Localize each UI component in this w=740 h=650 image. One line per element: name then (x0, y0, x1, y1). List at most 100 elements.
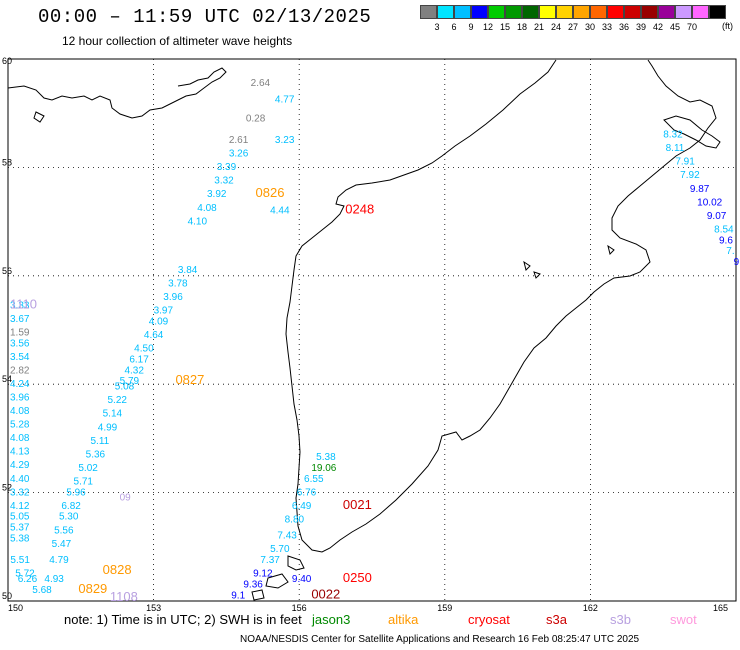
wave-height-label: 4.64 (144, 330, 164, 341)
wave-height-label: 9.40 (292, 574, 312, 585)
wave-height-label: 8.80 (285, 514, 305, 525)
longitude-tick-label: 165 (713, 603, 728, 613)
wave-height-label: 6.76 (297, 487, 317, 498)
wave-height-label: 3.39 (217, 162, 237, 173)
latitude-tick-label: 50 (2, 591, 12, 601)
wave-height-label: 3.96 (163, 292, 183, 303)
wave-height-label: 4.40 (10, 474, 30, 485)
map-grid: 150 153 156 159 162 165 60 58 56 54 52 50 (2, 56, 736, 613)
wave-height-label: 3.33 (10, 300, 30, 311)
scale-swatch (607, 5, 624, 19)
longitude-tick-label: 156 (292, 603, 307, 613)
scale-label: 3 (434, 22, 440, 32)
wave-height-label: 0829 (78, 581, 107, 596)
wave-height-label: 3.78 (168, 279, 188, 290)
wave-height-label: 6.49 (292, 501, 312, 512)
wave-height-label: 3.54 (10, 352, 30, 363)
wave-height-label: 1110 (10, 296, 37, 311)
wave-height-label: 5.71 (74, 476, 94, 487)
wave-height-label: 0828 (103, 562, 132, 577)
satellite-legend-item: altika (388, 612, 419, 627)
longitude-tick-label: 150 (8, 603, 23, 613)
wave-height-label: 5.11 (91, 436, 110, 447)
wave-height-label: 10.02 (697, 197, 722, 208)
scale-swatch (488, 5, 505, 19)
wave-height-label: 0827 (175, 372, 204, 387)
wave-height-label: 5.68 (32, 585, 52, 596)
scale-label: 18 (516, 22, 527, 32)
scale-label: 24 (550, 22, 561, 32)
scale-label: 27 (567, 22, 578, 32)
wave-height-label: 4.77 (275, 94, 295, 105)
wave-height-label: 4.10 (188, 216, 208, 227)
scale-swatch (573, 5, 590, 19)
scale-swatch (692, 5, 709, 19)
wave-height-label: 8.32 (663, 130, 683, 141)
longitude-tick-label: 153 (146, 603, 161, 613)
wave-height-label: 4.12 (10, 501, 30, 512)
scale-swatch (658, 5, 675, 19)
wave-height-label: 4.50 (134, 344, 154, 355)
wave-height-label: 2.82 (10, 365, 30, 376)
scale-swatch (471, 5, 488, 19)
longitude-tick-label: 162 (583, 603, 598, 613)
wave-height-label: 4.08 (10, 406, 30, 417)
wave-height-label: 4.13 (10, 447, 30, 458)
wave-height-label: 09 (120, 493, 132, 504)
wave-height-label: 1108 (110, 589, 138, 604)
scale-label: 70 (686, 22, 697, 32)
satellite-legend-item: jason3 (312, 612, 351, 627)
wave-height-label: 5.36 (86, 449, 106, 460)
satellite-legend-item: s3a (546, 612, 567, 627)
scale-label: 12 (482, 22, 493, 32)
satellite-legend-item: cryosat (468, 612, 510, 627)
satellite-legend-item: swot (670, 612, 697, 627)
scale-label: 21 (533, 22, 544, 32)
wave-height-label: 9.1 (231, 590, 245, 601)
scale-label: 6 (451, 22, 457, 32)
wave-height-label: 9.87 (690, 184, 710, 195)
scale-label: 15 (499, 22, 510, 32)
wave-height-label: 7. (726, 246, 734, 257)
wave-height-label: 5.22 (107, 395, 127, 406)
northern-coastline (7, 67, 227, 119)
wave-height-label: 4.24 (10, 379, 30, 390)
wave-height-label: 0021 (343, 497, 372, 512)
scale-swatch (420, 5, 437, 19)
credit-line: NOAA/NESDIS Center for Satellite Applica… (240, 634, 640, 645)
latitude-tick-label: 56 (2, 266, 12, 276)
wave-height-label: 6.26 (18, 574, 38, 585)
kuril-islands (251, 555, 305, 601)
wave-height-label: 5.28 (10, 420, 30, 431)
wave-height-label: 3.96 (10, 392, 30, 403)
latitude-tick-label: 52 (2, 483, 12, 493)
wave-height-label: 5.05 (10, 512, 30, 523)
scale-label: 36 (618, 22, 629, 32)
latitude-tick-label: 60 (2, 56, 12, 66)
wave-height-label: 5.08 (115, 382, 135, 393)
wave-height-label: 7.92 (680, 170, 700, 181)
wave-height-label: 4.79 (49, 555, 69, 566)
scale-swatch (556, 5, 573, 19)
wave-height-label: 4.99 (98, 422, 118, 433)
wave-height-label: 19.06 (311, 463, 336, 474)
latitude-tick-label: 54 (2, 374, 12, 384)
scale-swatch (437, 5, 454, 19)
wave-height-label: 5.14 (103, 409, 123, 420)
wave-height-label: 5.02 (78, 463, 98, 474)
wave-height-label: 4.09 (149, 317, 169, 328)
scale-swatch (522, 5, 539, 19)
wave-height-label: 5.47 (52, 539, 72, 550)
wave-height-label: 5.38 (10, 533, 30, 544)
wave-height-label: 9.07 (707, 211, 727, 222)
scale-swatch (590, 5, 607, 19)
wave-height-label: 4.32 (124, 365, 144, 376)
wave-height-label: 5.37 (10, 523, 30, 534)
wave-height-label: 0022 (311, 586, 340, 601)
wave-height-label: 5.72 (15, 569, 35, 580)
scale-unit-label: (ft) (722, 21, 733, 31)
wave-height-label: 6.55 (304, 474, 324, 485)
wave-height-label: 5.79 (120, 376, 140, 387)
wave-height-label: 0826 (256, 185, 285, 200)
page-title: 00:00 – 11:59 UTC 02/13/2025 (38, 6, 372, 28)
